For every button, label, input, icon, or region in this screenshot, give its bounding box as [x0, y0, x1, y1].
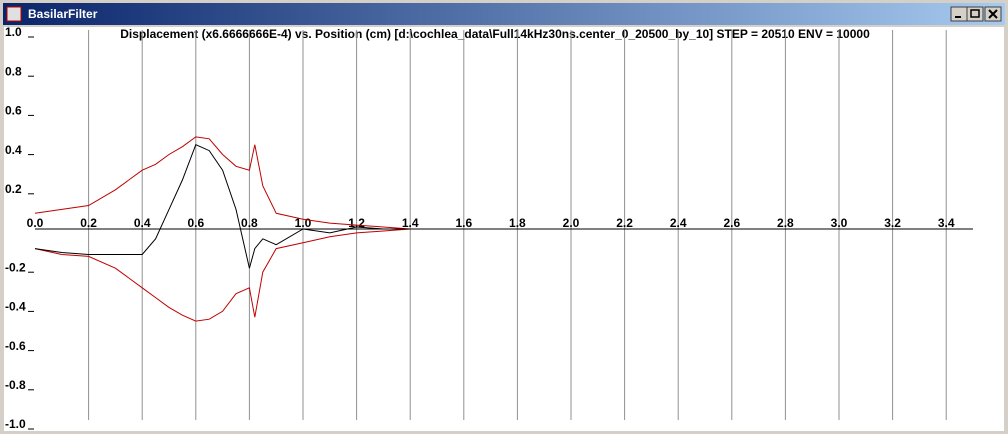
- x-tick-label: 2.0: [563, 216, 580, 230]
- y-tick-label: 0.4: [5, 143, 22, 157]
- x-tick-label: 1.4: [402, 216, 419, 230]
- x-tick-label: 2.6: [723, 216, 740, 230]
- x-tick-label: 1.6: [455, 216, 472, 230]
- chart-title: Displacement (x6.6666666E-4) vs. Positio…: [120, 27, 870, 41]
- close-button[interactable]: [984, 6, 1002, 22]
- y-tick-label: 0.6: [5, 104, 22, 118]
- data-line: [34, 144, 411, 269]
- y-tick-label: -0.8: [5, 378, 26, 392]
- y-tick-label: -0.6: [5, 339, 26, 353]
- app-icon: [6, 6, 22, 22]
- x-tick-label: 3.0: [831, 216, 848, 230]
- x-tick-label: 3.2: [884, 216, 901, 230]
- x-tick-label: 0.8: [241, 216, 258, 230]
- x-tick-label: 3.4: [938, 216, 955, 230]
- y-tick-label: 0.2: [5, 182, 22, 196]
- x-tick-label: 2.4: [670, 216, 687, 230]
- y-tick-label: 0.8: [5, 64, 22, 78]
- data-line: [34, 228, 411, 322]
- minimize-button[interactable]: [950, 6, 968, 22]
- y-tick-label: -1.0: [5, 417, 26, 431]
- x-tick-label: 2.2: [616, 216, 633, 230]
- x-tick-label: 1.8: [509, 216, 526, 230]
- x-tick-label: 0.0: [27, 216, 44, 230]
- y-tick-label: 1.0: [5, 25, 22, 39]
- x-tick-label: 2.8: [777, 216, 794, 230]
- x-tick-label: 1.2: [348, 216, 365, 230]
- data-line: [34, 136, 411, 230]
- y-tick-label: -0.4: [5, 300, 26, 314]
- maximize-button[interactable]: [966, 6, 984, 22]
- title-bar: [3, 3, 1005, 25]
- x-tick-label: 0.2: [80, 216, 97, 230]
- window-title: BasilarFilter: [28, 7, 98, 21]
- x-tick-label: 0.6: [187, 216, 204, 230]
- y-tick-label: -0.2: [5, 260, 26, 274]
- x-tick-label: 0.4: [134, 216, 151, 230]
